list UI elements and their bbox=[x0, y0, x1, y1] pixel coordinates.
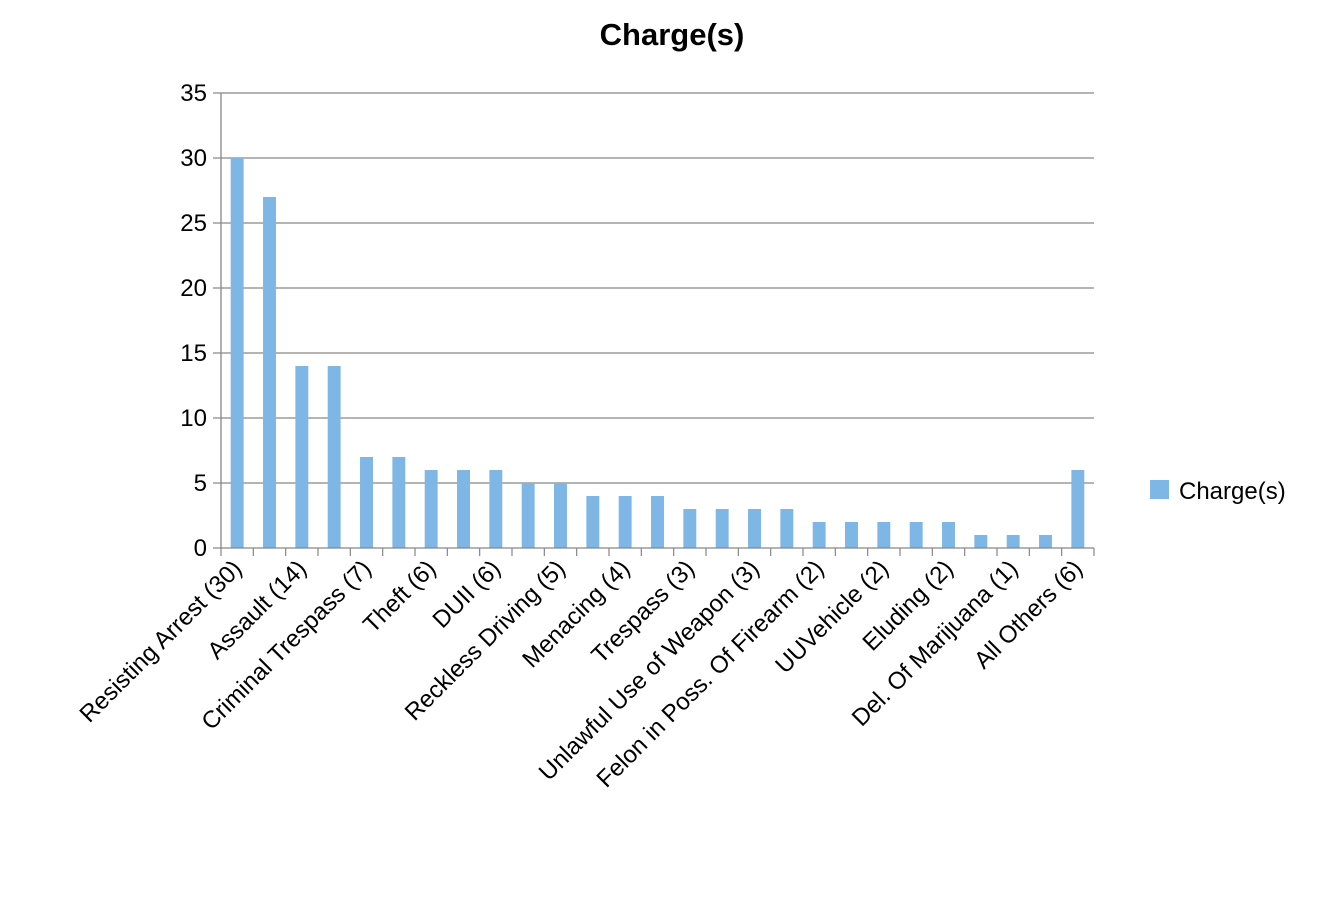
x-axis-labels: Resisting Arrest (30)Assault (14)Crimina… bbox=[75, 555, 1088, 793]
bar bbox=[392, 457, 406, 548]
x-tick-label: UUVehicle (2) bbox=[770, 555, 894, 679]
bar bbox=[1006, 535, 1020, 548]
y-axis: 0 5 10 15 20 25 30 35 bbox=[180, 80, 221, 562]
bar bbox=[845, 522, 858, 548]
y-tick-label: 10 bbox=[180, 405, 207, 432]
bar bbox=[424, 470, 438, 548]
bar bbox=[554, 483, 567, 548]
bar bbox=[942, 522, 955, 548]
x-tick-label: Theft (6) bbox=[358, 555, 441, 638]
bar bbox=[586, 496, 600, 548]
y-tick-label: 35 bbox=[180, 80, 207, 107]
y-tick-label: 0 bbox=[194, 535, 207, 562]
legend-swatch bbox=[1150, 480, 1169, 499]
bar bbox=[974, 535, 988, 548]
bar bbox=[360, 457, 373, 548]
bar bbox=[295, 366, 309, 548]
bar bbox=[489, 470, 503, 548]
bar bbox=[521, 483, 535, 548]
bar bbox=[748, 509, 761, 548]
bar bbox=[683, 509, 697, 548]
bar bbox=[780, 509, 794, 548]
bar bbox=[1039, 535, 1052, 548]
legend-label: Charge(s) bbox=[1179, 478, 1286, 505]
bar bbox=[230, 158, 244, 548]
bar bbox=[715, 509, 729, 548]
y-tick-label: 15 bbox=[180, 340, 207, 367]
y-tick-label: 30 bbox=[180, 145, 207, 172]
chart-title: Charge(s) bbox=[600, 17, 745, 52]
bar bbox=[812, 522, 826, 548]
bar bbox=[618, 496, 632, 548]
bar bbox=[263, 197, 276, 548]
bar bbox=[457, 470, 470, 548]
bar bbox=[909, 522, 923, 548]
legend: Charge(s) bbox=[1150, 478, 1286, 505]
bars bbox=[230, 158, 1085, 548]
bar bbox=[1071, 470, 1085, 548]
y-tick-label: 25 bbox=[180, 210, 207, 237]
bar bbox=[327, 366, 341, 548]
y-tick-label: 20 bbox=[180, 275, 207, 302]
bar bbox=[877, 522, 891, 548]
y-tick-label: 5 bbox=[194, 470, 207, 497]
bar bbox=[651, 496, 664, 548]
gridlines bbox=[221, 92, 1094, 484]
x-axis bbox=[220, 548, 1095, 556]
